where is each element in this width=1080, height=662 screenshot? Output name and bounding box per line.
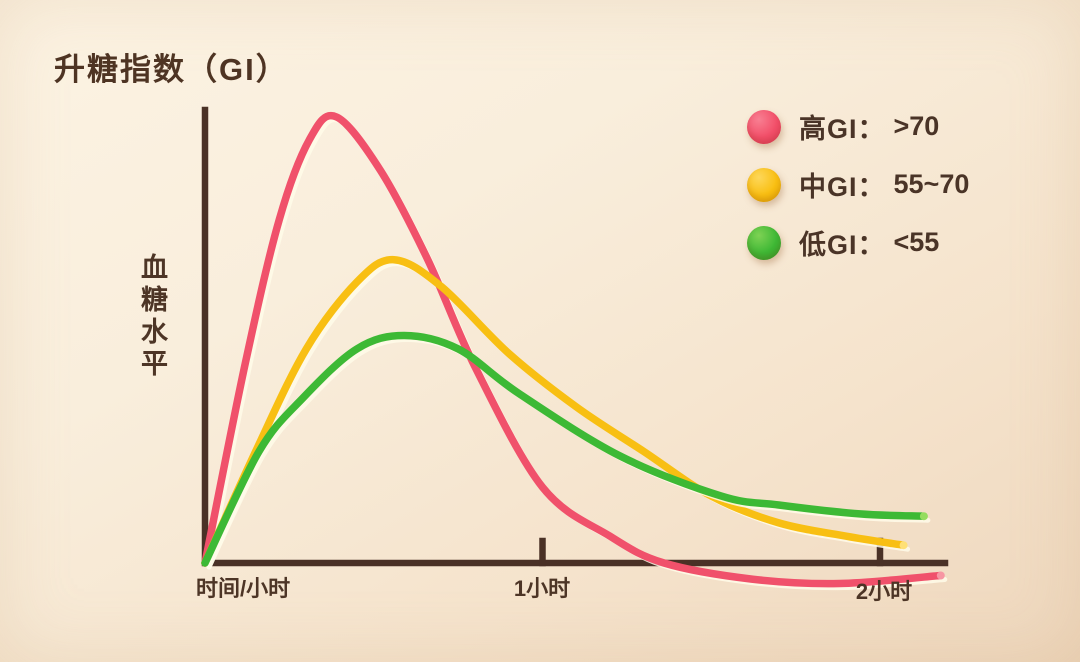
curve-tip-low-gi [919,512,928,521]
x-axis-title: 时间/小时 [196,576,291,601]
curve-low-gi [201,331,928,567]
legend-dot-low-gi-icon [747,225,781,260]
legend-value-low-gi: <55 [893,227,940,257]
legend-value-high-gi: >70 [893,111,940,141]
curve-mid-gi [201,255,908,567]
legend-item-low-gi: 低GI： <55 [747,223,969,262]
x-axis-tick-label-2h: 2小时 [855,579,913,604]
legend-dot-high-gi-icon [747,109,781,144]
legend-item-mid-gi: 中GI： 55~70 [747,165,969,204]
curve-tip-high-gi [936,571,945,580]
curve-tip-mid-gi [899,541,908,550]
legend-dot-mid-gi-icon [747,167,781,202]
page-title: 升糖指数（GI） [54,52,289,87]
x-axis-tick-label-1h: 1小时 [513,576,571,601]
y-axis-label: 血糖水平 [137,253,167,381]
legend-label-mid-gi: 中GI： [799,172,886,202]
legend: 高GI： >70 中GI： 55~70 低GI： <55 [747,107,969,262]
legend-label-high-gi: 高GI： [799,114,886,144]
legend-label-low-gi: 低GI： [799,230,886,260]
legend-item-high-gi: 高GI： >70 [747,107,969,146]
legend-value-mid-gi: 55~70 [893,169,970,199]
